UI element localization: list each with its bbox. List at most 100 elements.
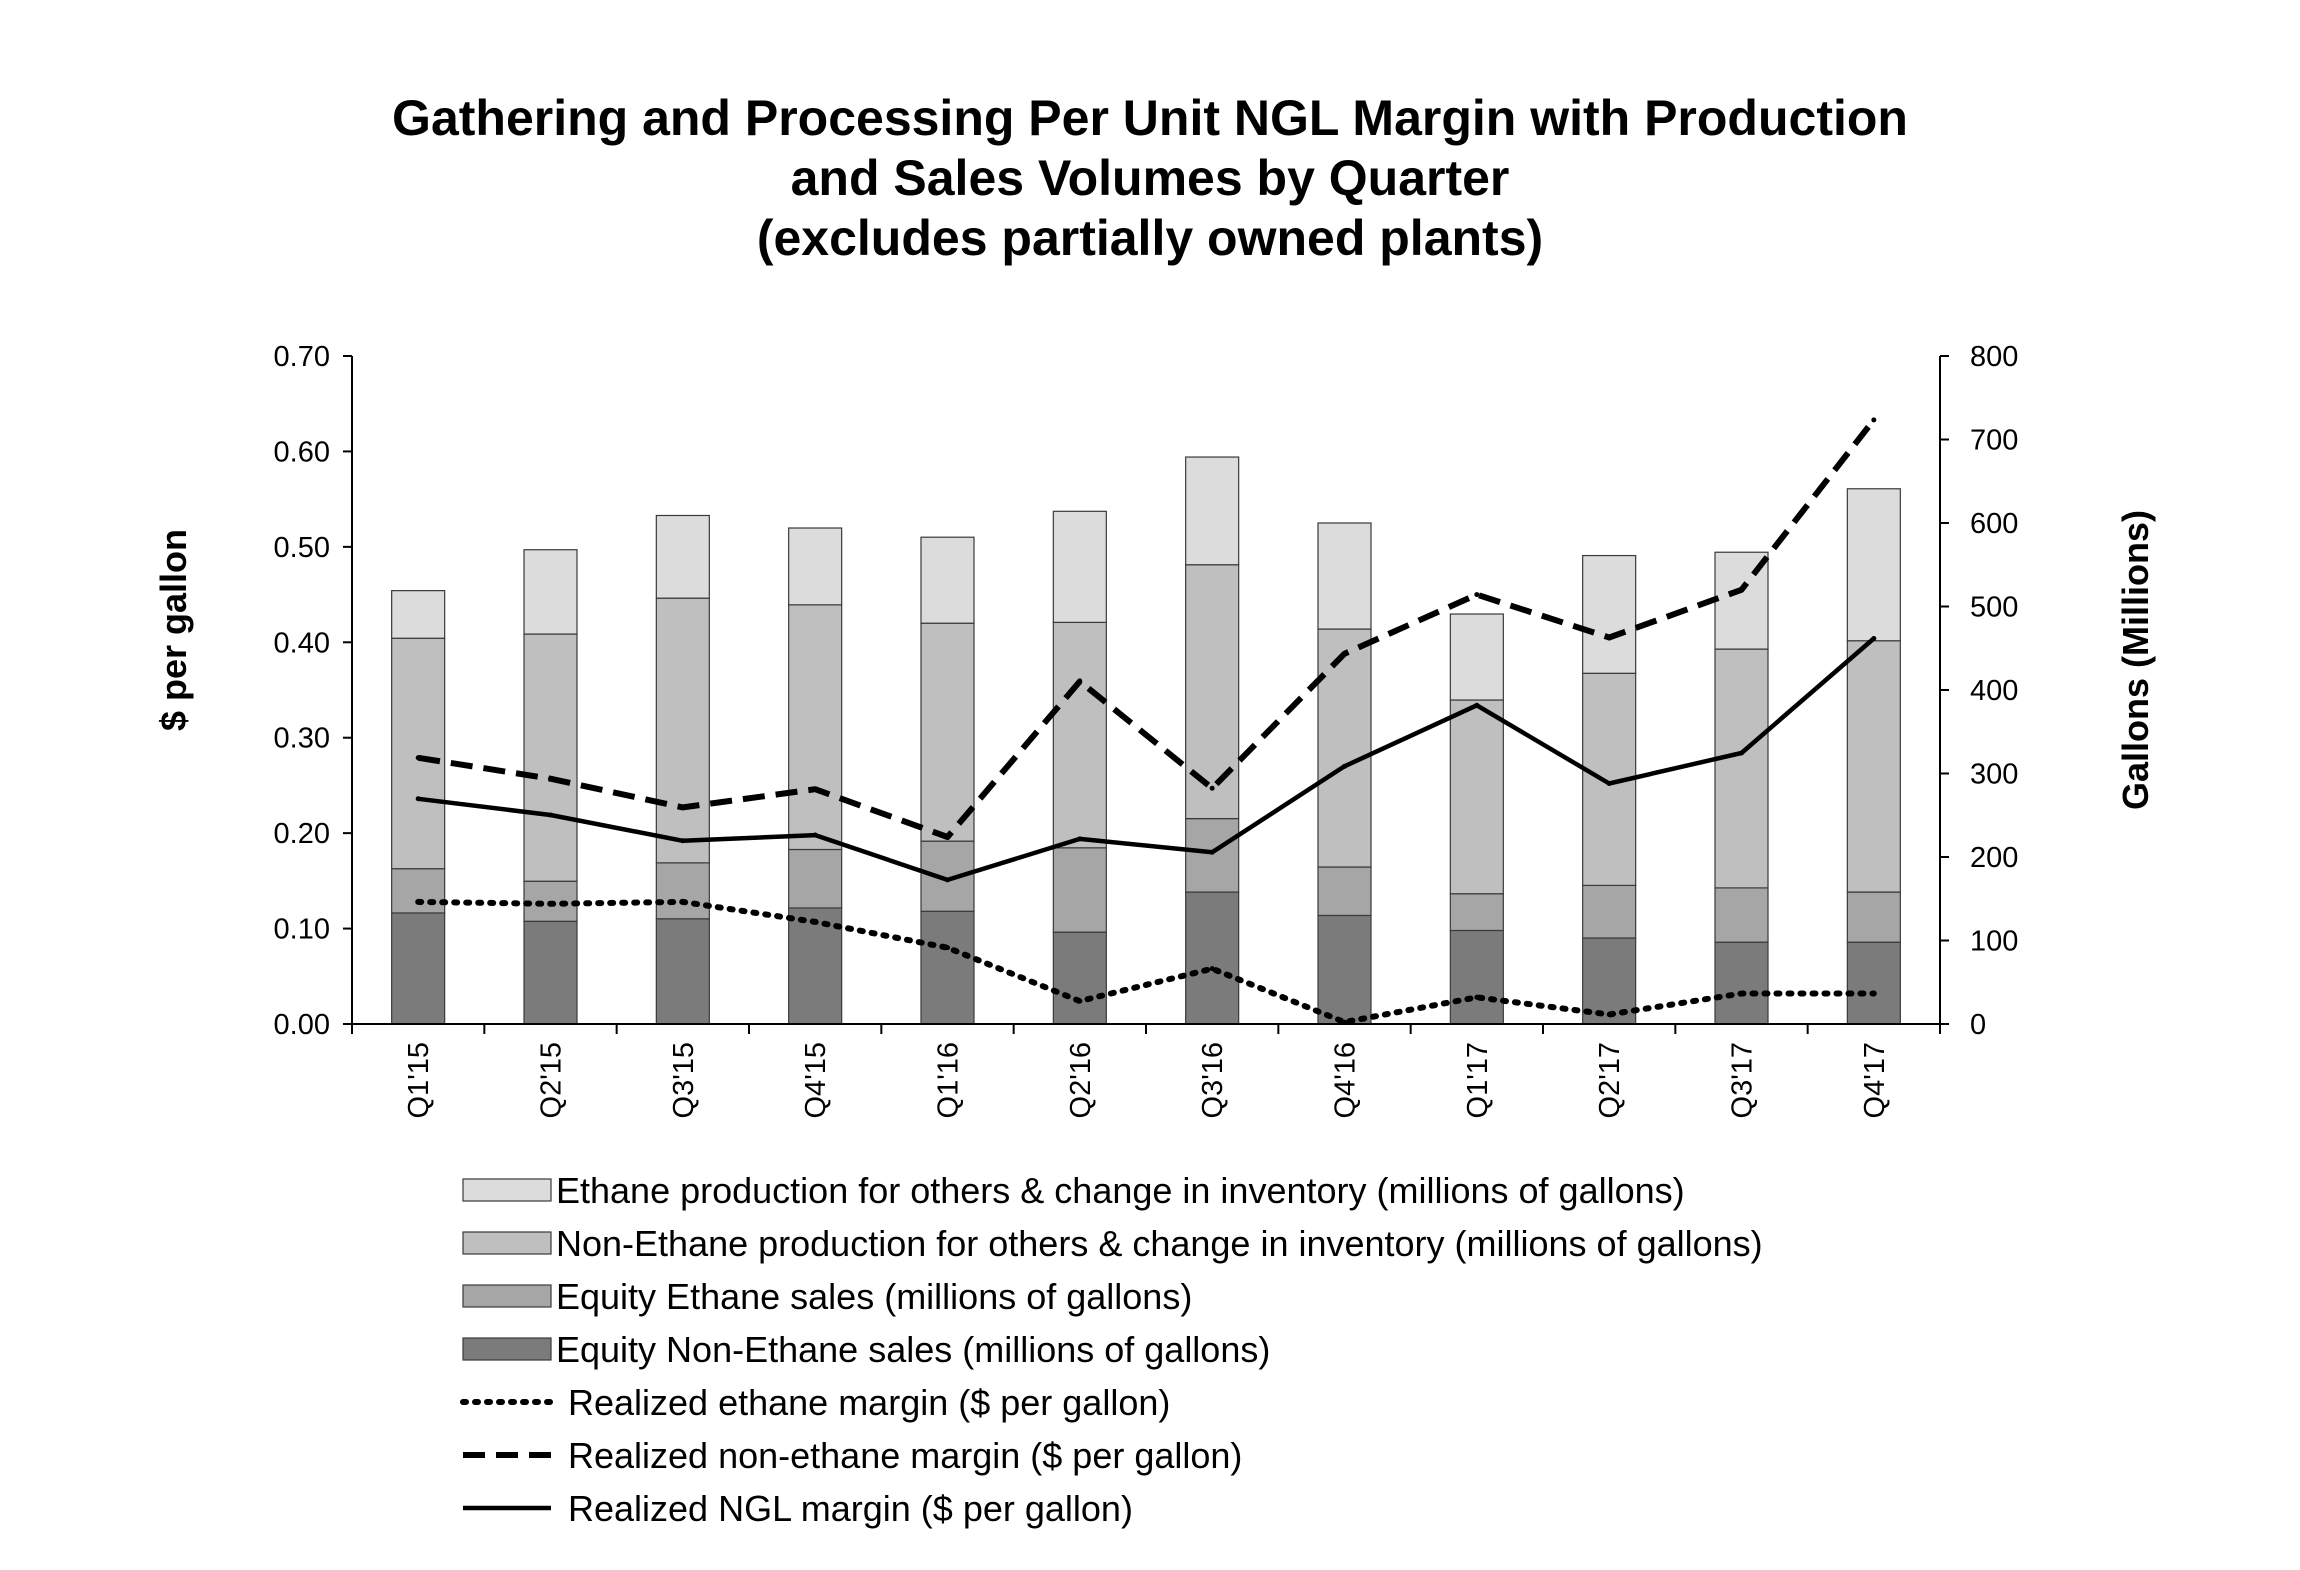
bar-segment-s0-0 (391, 912, 446, 1025)
x-tick-label-11: Q4'17 (1859, 1042, 1891, 1118)
bar-segment-s1-5 (1052, 847, 1107, 933)
legend-label-4: Realized ethane margin ($ per gallon) (568, 1382, 1170, 1423)
legend-label-0: Ethane production for others & change in… (556, 1170, 1685, 1211)
bar-segment-s1-8 (1449, 893, 1504, 932)
line-point-solid-9 (1606, 781, 1612, 787)
left-tick-label-1: 0.10 (274, 914, 330, 946)
y-axis-title-left: $ per gallon (153, 529, 194, 731)
right-tick-label-8: 800 (1970, 341, 2018, 373)
left-tick-label-7: 0.70 (274, 341, 330, 373)
line-point-dashed-10 (1739, 587, 1744, 593)
bar-segment-s0-10 (1714, 941, 1769, 1025)
bar-segment-s3-1 (523, 549, 578, 635)
bar-segment-s3-9 (1582, 554, 1637, 674)
right-tick-label-1: 100 (1970, 926, 2018, 958)
line-point-dotted-6 (1209, 966, 1215, 972)
x-tick-label-5: Q2'16 (1065, 1042, 1097, 1118)
right-tick-label-3: 300 (1970, 759, 2018, 791)
line-point-dashed-6 (1209, 785, 1215, 791)
bar-segment-s0-4 (920, 910, 975, 1025)
legend-label-2: Equity Ethane sales (millions of gallons… (556, 1276, 1192, 1317)
chart-title-line-3: (excludes partially owned plants) (756, 210, 1544, 266)
bar-segment-s1-2 (655, 862, 710, 920)
legend-swatch-2 (462, 1284, 552, 1308)
chart-title-line-2: and Sales Volumes by Quarter (790, 150, 1510, 206)
bar-segment-s2-6 (1185, 564, 1240, 820)
x-tick-label-9: Q2'17 (1594, 1042, 1626, 1118)
bar-segment-s1-6 (1185, 817, 1240, 893)
legend-swatch-0 (462, 1178, 552, 1202)
bar-segment-s0-5 (1052, 931, 1107, 1025)
left-tick-label-0: 0.00 (274, 1009, 330, 1041)
axes-layer: 0.00 0.10 0.20 0.30 0.40 0.50 0.60 0.70 0 100 200 3… (153, 341, 2156, 1118)
legend-label-6: Realized NGL margin ($ per gallon) (568, 1488, 1133, 1529)
line-point-dotted-5 (1077, 998, 1083, 1004)
legend: Ethane production for others & change in… (460, 1170, 1763, 1529)
bar-segment-s1-7 (1317, 866, 1372, 917)
bar-segment-s3-3 (788, 527, 843, 606)
line-point-solid-8 (1474, 702, 1480, 708)
bar-segment-s2-10 (1714, 648, 1769, 889)
chart-title-line-1: Gathering and Processing Per Unit NGL Ma… (392, 90, 1908, 146)
bar-segment-s3-8 (1449, 613, 1504, 701)
bar-segment-s2-3 (788, 604, 843, 851)
line-point-dotted-2 (680, 899, 686, 905)
bar-segment-s3-11 (1846, 488, 1901, 642)
legend-label-1: Non-Ethane production for others & chang… (556, 1223, 1763, 1264)
y-axis-title-right: Gallons (Millions) (2115, 510, 2156, 810)
x-tick-label-8: Q1'17 (1462, 1042, 1494, 1118)
line-point-solid-3 (812, 832, 818, 838)
bar-segment-s3-6 (1185, 456, 1240, 566)
line-point-solid-5 (1077, 836, 1083, 842)
line-point-dotted-0 (415, 899, 421, 905)
x-tick-label-4: Q1'16 (933, 1042, 965, 1118)
bar-segment-s1-0 (391, 868, 446, 914)
lines-layer (415, 417, 1877, 1026)
bar-segment-s1-9 (1582, 884, 1637, 939)
legend-swatch-1 (462, 1231, 552, 1255)
line-point-solid-4 (945, 877, 950, 883)
line-point-dashed-4 (945, 834, 950, 840)
bar-segment-s0-1 (523, 920, 578, 1025)
right-tick-label-5: 500 (1970, 592, 2018, 624)
line-point-dashed-3 (812, 786, 818, 792)
chart-title: Gathering and Processing Per Unit NGL Ma… (0, 88, 2300, 268)
line-point-dashed-2 (680, 804, 686, 810)
bar-segment-s1-3 (788, 848, 843, 909)
bar-segment-s0-11 (1846, 941, 1901, 1025)
x-tick-label-0: Q1'15 (403, 1042, 435, 1118)
line-point-solid-1 (548, 812, 553, 818)
line-series-dashed (417, 418, 1877, 840)
right-tick-label-7: 700 (1970, 425, 2018, 457)
right-tick-label-6: 600 (1970, 508, 2018, 540)
x-tick-label-10: Q3'17 (1727, 1042, 1759, 1118)
line-point-solid-7 (1342, 763, 1347, 769)
legend-label-3: Equity Non-Ethane sales (millions of gal… (556, 1329, 1270, 1370)
bar-segment-s2-1 (523, 633, 578, 882)
bar-segment-s0-8 (1449, 929, 1504, 1025)
line-point-dotted-4 (945, 945, 950, 951)
x-tick-label-7: Q4'16 (1330, 1042, 1362, 1118)
bar-segment-s2-8 (1449, 699, 1504, 895)
left-tick-label-6: 0.60 (274, 436, 330, 468)
left-tick-label-4: 0.40 (274, 627, 330, 659)
line-point-solid-2 (680, 838, 686, 844)
bar-segment-s2-11 (1846, 640, 1901, 893)
left-tick-label-2: 0.20 (274, 818, 330, 850)
line-point-dashed-5 (1077, 678, 1083, 684)
right-tick-label-4: 400 (1970, 675, 2018, 707)
x-tick-label-1: Q2'15 (536, 1042, 568, 1118)
bar-segment-s1-11 (1846, 891, 1901, 943)
bar-segment-s2-0 (391, 637, 446, 870)
line-series-dotted (415, 898, 1877, 1026)
line-point-dashed-0 (415, 755, 421, 761)
bar-segment-s2-7 (1317, 628, 1372, 868)
line-point-dotted-8 (1474, 994, 1480, 1000)
bar-segment-s3-5 (1052, 510, 1107, 623)
bar-segment-s3-0 (391, 590, 446, 639)
line-point-dashed-9 (1606, 635, 1612, 641)
bar-segment-s3-4 (920, 536, 975, 624)
legend-swatch-3 (462, 1337, 552, 1361)
line-point-solid-0 (415, 796, 421, 802)
bars-layer (391, 456, 1901, 1025)
